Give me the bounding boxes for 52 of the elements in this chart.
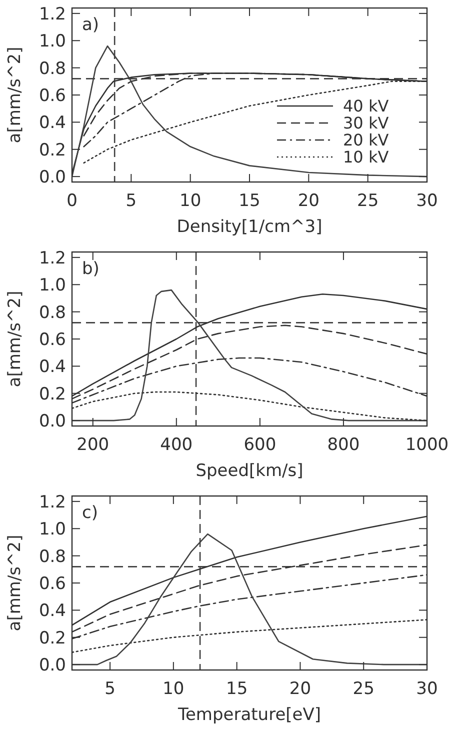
legend-label: 30 kV [343, 114, 389, 133]
x-tick-label: 15 [226, 679, 248, 699]
legend-label: 10 kV [343, 148, 389, 167]
y-tick-label: 1.2 [38, 492, 66, 512]
legend-label: 20 kV [343, 130, 389, 150]
y-tick-label: 0.8 [38, 546, 66, 567]
y-tick-label: 0.0 [38, 412, 66, 432]
x-tick-label: 15 [238, 191, 260, 211]
x-tick-label: 200 [76, 435, 110, 455]
y-tick-label: 0.6 [38, 574, 66, 594]
annotation: a) [82, 15, 100, 35]
y-tick-label: 1.0 [38, 276, 66, 296]
y-tick-label: 1.0 [38, 32, 66, 52]
y-tick-label: 0.0 [38, 168, 66, 188]
y-tick-label: 0.6 [38, 330, 66, 350]
y-axis-title: a[mm/s^2] [5, 46, 25, 144]
x-axis-title: Density[1/cm^3] [176, 217, 322, 237]
x-tick-label: 5 [126, 191, 137, 211]
x-axis-title: Speed[km/s] [196, 461, 304, 481]
y-axis-title: a[mm/s^2] [5, 290, 25, 388]
y-tick-label: 0.0 [38, 656, 66, 676]
legend-label: 40 kV [343, 96, 389, 116]
y-tick-label: 1.2 [38, 248, 66, 268]
x-tick-label: 1000 [405, 435, 449, 455]
y-tick-label: 1.2 [38, 4, 66, 24]
y-tick-label: 0.8 [38, 58, 66, 79]
x-tick-label: 10 [180, 191, 202, 211]
y-tick-label: 0.4 [38, 357, 66, 378]
x-tick-label: 20 [298, 191, 320, 211]
x-tick-label: 20 [289, 679, 312, 699]
x-tick-label: 25 [357, 191, 379, 211]
y-axis-title: a[mm/s^2] [5, 534, 25, 632]
x-tick-label: 600 [244, 435, 276, 455]
x-tick-label: 30 [416, 191, 438, 211]
y-tick-label: 0.4 [38, 601, 66, 622]
x-tick-label: 30 [416, 679, 438, 699]
x-tick-label: 25 [352, 679, 374, 699]
y-tick-label: 0.2 [38, 628, 66, 648]
annotation: b) [82, 259, 100, 279]
x-axis-title: Temperature[eV] [176, 705, 322, 725]
x-tick-label: 800 [327, 435, 360, 455]
y-tick-label: 0.6 [38, 86, 66, 106]
x-tick-label: 5 [104, 679, 116, 699]
y-tick-label: 0.4 [38, 113, 66, 134]
y-tick-label: 1.0 [38, 520, 66, 540]
x-tick-label: 400 [160, 435, 193, 455]
x-tick-label: 10 [162, 679, 184, 699]
y-tick-label: 0.8 [38, 302, 66, 323]
y-tick-label: 0.2 [38, 384, 66, 404]
annotation: c) [82, 503, 98, 523]
x-tick-label: 0 [66, 191, 78, 211]
y-tick-label: 0.2 [38, 140, 66, 160]
